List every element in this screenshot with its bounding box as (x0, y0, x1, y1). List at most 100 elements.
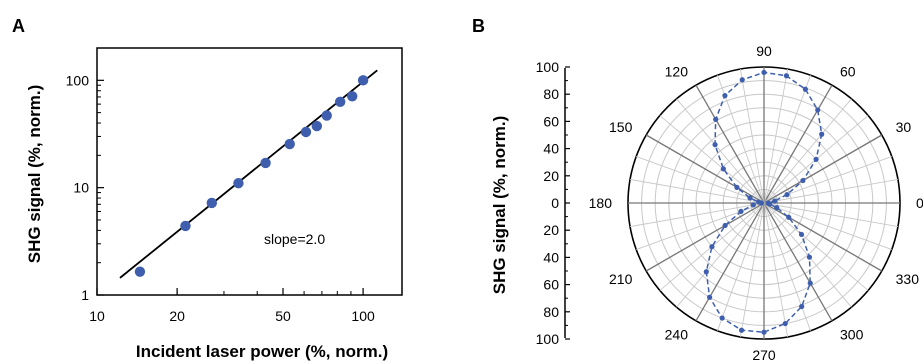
polar-grid-spoke (763, 178, 899, 204)
data-point (347, 91, 358, 102)
data-point (180, 220, 191, 232)
panel-a-ylabel: SHG signal (%, norm.) (25, 85, 44, 264)
polar-grid-spoke (763, 202, 833, 322)
polar-grid-spoke (629, 178, 765, 204)
data-point (206, 197, 217, 209)
r-tick-label: 60 (543, 113, 559, 129)
r-tick-label: 100 (536, 59, 560, 75)
polar-grid-spoke (763, 84, 833, 204)
panel-a: A Incident laser power (%, norm.) SHG si… (12, 16, 403, 361)
polar-data-point (703, 269, 709, 275)
angle-label: 300 (840, 327, 864, 343)
polar-data-point (782, 320, 788, 327)
fit-line (119, 69, 378, 279)
polar-data-point (747, 195, 753, 201)
polar-data-point (709, 244, 715, 250)
polar-data-point (761, 329, 767, 335)
r-tick-label: 0 (551, 195, 559, 211)
polar-data-point (738, 327, 745, 333)
polar-data-point (738, 208, 744, 214)
r-tick-label: 100 (536, 331, 560, 347)
polar-grid-spoke (763, 202, 789, 338)
polar-grid-spoke (645, 134, 765, 204)
data-point (233, 178, 244, 189)
polar-grid-spoke (763, 202, 892, 250)
polar-data-point (799, 303, 805, 310)
panel-b-ylabel: SHG signal (%, norm.) (490, 116, 509, 295)
polar-data-point (772, 198, 778, 204)
polar-data-point (707, 294, 713, 300)
data-point (334, 96, 346, 108)
polar-data-point (720, 166, 726, 172)
angle-label: 30 (896, 119, 912, 135)
polar-grid-spoke (763, 75, 811, 204)
polar-grid-spoke (629, 202, 765, 228)
r-tick-label: 80 (543, 304, 559, 320)
polar-data-point (750, 202, 756, 208)
polar-data-point (786, 214, 792, 220)
panel-a-letter: A (12, 16, 25, 36)
panel-a-xlabel: Incident laser power (%, norm.) (136, 342, 388, 361)
data-point (311, 120, 323, 132)
polar-data-point (798, 231, 805, 238)
polar-data-point (739, 77, 745, 83)
x-tick-label: 20 (169, 308, 185, 324)
polar-data-point (815, 107, 821, 113)
y-tick-label: 10 (73, 180, 89, 196)
polar-data-point (722, 93, 728, 99)
x-tick-label: 10 (89, 308, 105, 324)
polar-data-point (722, 222, 728, 229)
polar-grid-spoke (717, 202, 765, 331)
r-tick-label: 20 (543, 168, 559, 184)
angle-label: 0 (916, 195, 923, 211)
angle-label: 60 (840, 63, 856, 79)
panel-b-letter: B (472, 16, 485, 36)
data-point (357, 75, 369, 86)
r-tick-label: 40 (543, 141, 559, 157)
polar-data-point (758, 200, 764, 206)
x-tick-label: 50 (275, 308, 291, 324)
polar-data-point (807, 280, 813, 286)
angle-label: 120 (665, 63, 689, 79)
polar-data-point (774, 205, 780, 211)
polar-grid-spoke (763, 202, 899, 228)
angle-label: 330 (896, 271, 920, 287)
data-point (284, 138, 295, 150)
polar-grid-spoke (645, 202, 765, 272)
polar-grid-spoke (763, 202, 811, 331)
angle-label: 270 (752, 347, 776, 363)
panel-a-slope-annotation: slope=2.0 (264, 231, 325, 247)
polar-grid-spoke (636, 156, 765, 204)
polar-data-point (719, 315, 725, 321)
angle-label: 240 (665, 327, 689, 343)
polar-grid-spoke (695, 202, 765, 322)
polar-grid-spoke (659, 115, 765, 204)
r-tick-label: 60 (543, 277, 559, 293)
polar-grid-spoke (763, 202, 869, 291)
data-point (134, 266, 146, 277)
polar-grid-spoke (763, 202, 852, 308)
polar-data-point (819, 131, 825, 137)
panel-a-plot-frame (96, 47, 403, 296)
polar-grid-spoke (739, 202, 765, 338)
polar-data-point (802, 86, 808, 92)
polar-data-point (713, 116, 719, 122)
angle-label: 90 (756, 43, 772, 59)
polar-data-point (784, 192, 790, 198)
polar-grid-spoke (763, 98, 852, 204)
data-point (321, 110, 332, 121)
polar-data-point (761, 69, 767, 76)
angle-label: 150 (609, 119, 633, 135)
polar-grid-spoke (676, 202, 765, 308)
polar-data-point (800, 177, 806, 184)
polar-grid-spoke (763, 134, 883, 204)
polar-data-point (806, 254, 813, 260)
polar-data-point (783, 73, 790, 79)
polar-grid-spoke (676, 98, 765, 204)
r-tick-label: 40 (543, 249, 559, 265)
r-tick-label: 20 (543, 222, 559, 238)
data-point (300, 126, 312, 138)
polar-data-point (766, 201, 772, 207)
polar-grid-spoke (695, 84, 765, 204)
